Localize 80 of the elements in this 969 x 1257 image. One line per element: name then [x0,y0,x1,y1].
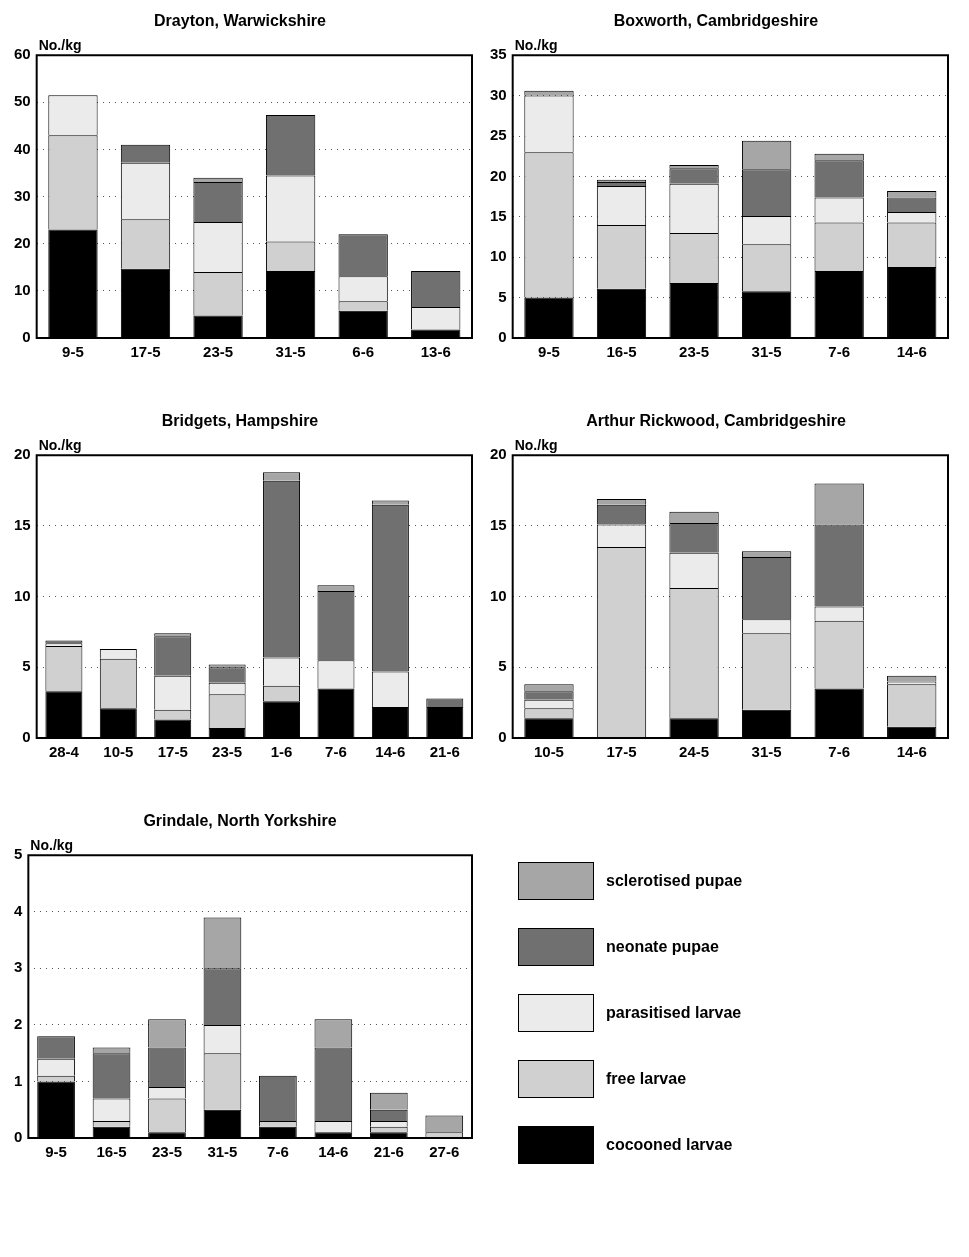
y-tick-label: 25 [490,126,507,144]
x-tick-label: 7-6 [267,1143,289,1161]
x-tick-label: 13-6 [420,343,451,361]
y-tick-label: 50 [14,92,31,110]
y-tick-label: 0 [498,728,507,746]
legend-label: parasitised larvae [606,1004,742,1022]
x-tick-label: 21-6 [429,743,460,761]
x-tick-label: 6-6 [352,343,375,361]
chart-title: Boxworth, Cambridgeshire [613,12,819,30]
y-tick-label: 20 [490,445,507,463]
legend-label: neonate pupae [606,938,719,956]
y-tick-label: 30 [14,186,31,204]
y-tick-label: 10 [14,281,31,299]
y-tick-label: 35 [490,45,507,63]
x-tick-label: 23-5 [212,743,243,761]
x-tick-label: 23-5 [203,343,234,361]
x-tick-label: 23-5 [151,1143,182,1161]
x-tick-label: 14-6 [896,343,927,361]
y-tick-label: 60 [14,45,31,63]
y-tick-label: 3 [14,958,23,976]
y-axis-title: No./kg [38,437,82,454]
chart-title: Grindale, North Yorkshire [143,812,337,830]
y-tick-label: 0 [498,328,507,346]
y-tick-label: 0 [22,328,31,346]
x-tick-label: 24-5 [679,743,710,761]
x-tick-label: 7-6 [828,343,851,361]
y-tick-label: 10 [490,247,507,265]
x-tick-label: 27-6 [429,1143,460,1161]
chart-title: Drayton, Warwickshire [154,12,327,30]
x-tick-label: 31-5 [275,343,306,361]
x-tick-label: 10-5 [533,743,564,761]
x-tick-label: 31-5 [751,743,782,761]
x-tick-label: 16-5 [606,343,637,361]
x-tick-label: 1-6 [270,743,293,761]
y-tick-label: 4 [14,901,23,919]
y-tick-label: 5 [498,287,507,305]
y-tick-label: 20 [14,233,31,251]
y-tick-label: 5 [14,845,23,863]
x-tick-label: 14-6 [375,743,406,761]
y-tick-label: 15 [490,206,507,224]
y-axis-title: No./kg [514,37,558,54]
y-axis-title: No./kg [514,437,558,454]
y-tick-label: 20 [14,445,31,463]
y-axis-title: No./kg [38,37,82,54]
chart-title: Bridgets, Hampshire [161,412,319,430]
y-tick-label: 20 [490,166,507,184]
x-tick-label: 16-5 [96,1143,127,1161]
x-tick-label: 9-5 [45,1143,67,1161]
y-tick-label: 15 [14,516,31,534]
x-tick-label: 31-5 [751,343,782,361]
x-tick-label: 9-5 [538,343,560,361]
y-axis-title: No./kg [30,837,74,854]
y-tick-label: 5 [498,657,507,675]
x-tick-label: 14-6 [318,1143,349,1161]
legend-label: free larvae [606,1070,687,1088]
x-tick-label: 31-5 [207,1143,238,1161]
chart-title: Arthur Rickwood, Cambridgeshire [586,412,846,430]
x-tick-label: 17-5 [157,743,188,761]
y-tick-label: 30 [490,85,507,103]
x-tick-label: 9-5 [62,343,84,361]
x-tick-label: 14-6 [896,743,927,761]
y-tick-label: 10 [14,586,31,604]
x-tick-label: 28-4 [48,743,80,761]
y-tick-label: 5 [22,657,31,675]
legend-label: sclerotised pupae [606,872,743,890]
x-tick-label: 21-6 [373,1143,404,1161]
y-tick-label: 15 [490,516,507,534]
x-tick-label: 7-6 [325,743,347,761]
x-tick-label: 17-5 [130,343,161,361]
x-tick-label: 23-5 [679,343,710,361]
y-tick-label: 1 [14,1071,23,1089]
x-tick-label: 17-5 [606,743,637,761]
y-tick-label: 0 [14,1128,23,1146]
y-tick-label: 0 [22,728,31,746]
legend-label: cocooned larvae [606,1136,733,1154]
y-tick-label: 40 [14,139,31,157]
y-tick-label: 2 [14,1015,23,1033]
x-tick-label: 10-5 [103,743,134,761]
y-tick-label: 10 [490,586,507,604]
x-tick-label: 7-6 [828,743,851,761]
